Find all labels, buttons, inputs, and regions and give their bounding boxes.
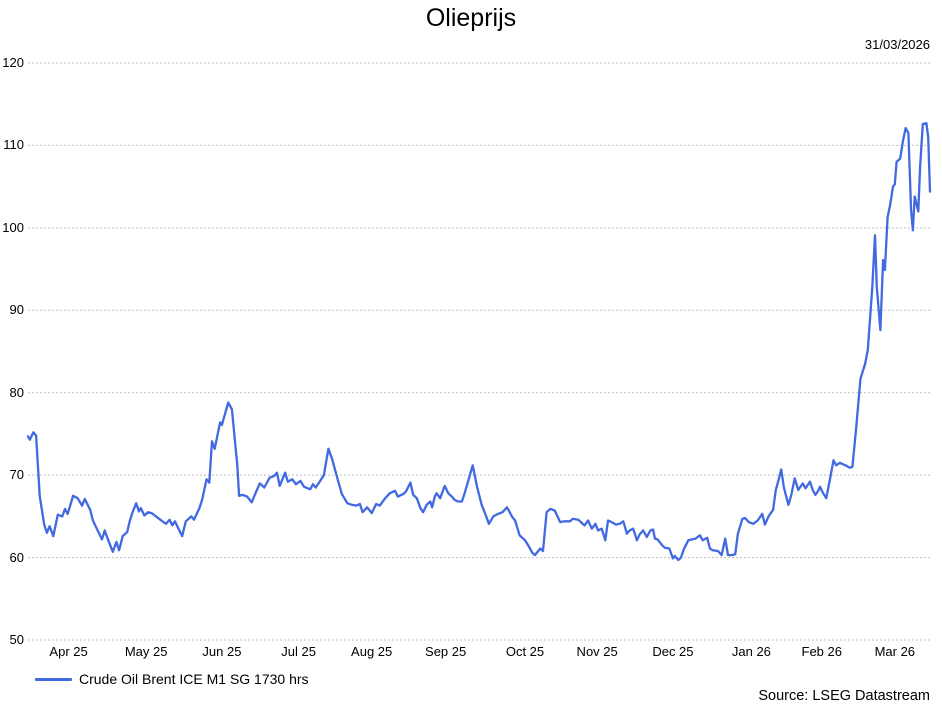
- x-axis-label: Jan 26: [731, 644, 771, 659]
- x-axis-label: Apr 25: [49, 644, 88, 659]
- x-axis-label: Mar 26: [874, 644, 916, 659]
- y-axis-label: 90: [9, 302, 24, 318]
- x-axis-label: Nov 25: [576, 644, 618, 659]
- y-axis-label: 70: [9, 467, 24, 483]
- y-axis-label: 60: [9, 549, 24, 565]
- legend-line-swatch: [35, 677, 72, 681]
- x-axis-label: May 25: [124, 644, 168, 659]
- date-annotation: 31/03/2026: [864, 37, 930, 52]
- x-axis-label: Sep 25: [425, 644, 467, 659]
- y-axis-label: 100: [2, 219, 24, 235]
- y-axis-label: 80: [9, 384, 24, 400]
- x-axis-label: Feb 26: [801, 644, 842, 659]
- x-axis-label: Dec 25: [652, 644, 694, 659]
- y-axis-label: 110: [3, 137, 24, 153]
- chart-title: Olieprijs: [425, 4, 517, 32]
- y-axis-label: 120: [2, 55, 24, 70]
- x-axis-label: Aug 25: [351, 644, 393, 659]
- price-line-series: [26, 122, 932, 562]
- legend: Crude Oil Brent ICE M1 SG 1730 hrs: [35, 671, 309, 687]
- source-credit: Source: LSEG Datastream: [758, 688, 930, 704]
- x-axis-label: Oct 25: [505, 644, 545, 659]
- legend-label: Crude Oil Brent ICE M1 SG 1730 hrs: [79, 671, 309, 687]
- x-axis-label: Jun 25: [202, 644, 242, 659]
- y-axis-label: 50: [9, 632, 24, 647]
- x-axis-label: Jul 25: [281, 644, 316, 659]
